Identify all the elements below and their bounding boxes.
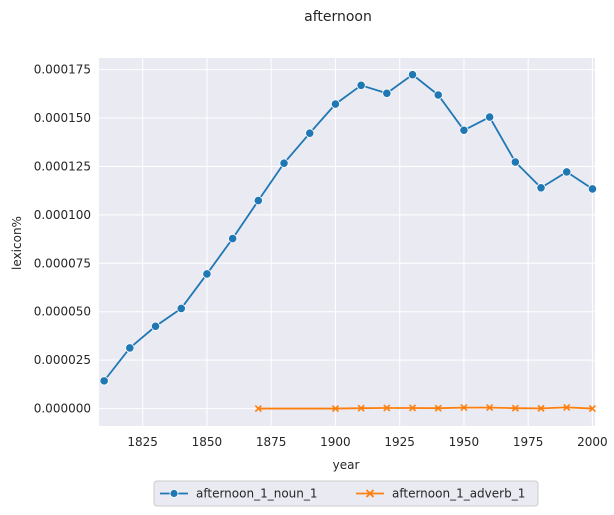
- data-point: [511, 404, 519, 412]
- data-point: [383, 404, 391, 412]
- x-tick-label: 1825: [127, 435, 158, 449]
- data-point: [356, 80, 366, 90]
- data-point: [202, 269, 212, 279]
- x-tick-label: 1875: [256, 435, 287, 449]
- legend: afternoon_1_noun_1 afternoon_1_adverb_1: [153, 480, 539, 507]
- data-point: [459, 125, 469, 135]
- y-tick-label: 0.000050: [34, 305, 91, 319]
- data-point: [537, 404, 545, 412]
- data-point: [125, 343, 135, 353]
- data-point: [150, 321, 161, 331]
- chart-title: afternoon: [304, 9, 372, 25]
- data-point: [228, 233, 238, 244]
- data-point: [562, 167, 572, 177]
- x-tick-labels: 1825 1850 1875 1900 1925 1950 1975 2000: [127, 435, 607, 449]
- legend-label-adverb: afternoon_1_adverb_1: [392, 487, 525, 501]
- x-tick-label: 1925: [384, 435, 415, 449]
- data-point: [587, 184, 598, 194]
- y-tick-label: 0.000100: [34, 208, 91, 222]
- data-point: [279, 158, 289, 168]
- data-point: [357, 404, 365, 412]
- data-point: [434, 404, 442, 412]
- legend-label-noun: afternoon_1_noun_1: [196, 487, 318, 501]
- x-tick-label: 1975: [513, 435, 544, 449]
- y-tick-label: 0.000150: [34, 111, 91, 125]
- data-point: [253, 195, 263, 206]
- data-point: [305, 128, 315, 138]
- series-layer: [99, 70, 598, 413]
- series-line-0: [103, 73, 593, 382]
- data-point: [563, 403, 571, 411]
- legend-marker-noun: [169, 489, 179, 498]
- data-point: [408, 404, 417, 412]
- x-tick-label: 1950: [449, 435, 480, 449]
- data-point: [330, 99, 341, 109]
- data-point: [407, 70, 418, 80]
- data-point: [382, 88, 392, 98]
- x-axis-label: year: [333, 458, 360, 472]
- x-tick-label: 2000: [577, 435, 608, 449]
- x-tick-label: 1850: [192, 435, 223, 449]
- x-tick-label: 1900: [320, 435, 351, 449]
- y-tick-label: 0.000125: [34, 159, 91, 173]
- data-point: [99, 376, 109, 386]
- data-point: [588, 405, 596, 413]
- y-tick-label: 0.000175: [34, 63, 91, 77]
- legend-box: [153, 480, 539, 507]
- data-point: [331, 405, 340, 413]
- y-axis-label: lexicon%: [10, 216, 24, 270]
- legend-marker-adverb: [365, 489, 375, 498]
- data-point: [536, 183, 546, 193]
- data-point: [433, 90, 443, 100]
- data-point: [485, 112, 495, 122]
- data-point: [460, 404, 468, 412]
- data-point: [254, 405, 262, 413]
- data-point: [486, 404, 494, 412]
- data-point: [510, 157, 520, 167]
- y-tick-label: 0.000075: [34, 256, 91, 270]
- data-point: [176, 303, 186, 314]
- plot-background: [99, 58, 595, 426]
- y-tick-label: 0.000000: [34, 402, 91, 416]
- series-line-1: [258, 406, 593, 410]
- y-tick-labels: 0.000000 0.000025 0.000050 0.000075 0.000100…: [34, 63, 91, 416]
- y-tick-label: 0.000025: [34, 353, 91, 367]
